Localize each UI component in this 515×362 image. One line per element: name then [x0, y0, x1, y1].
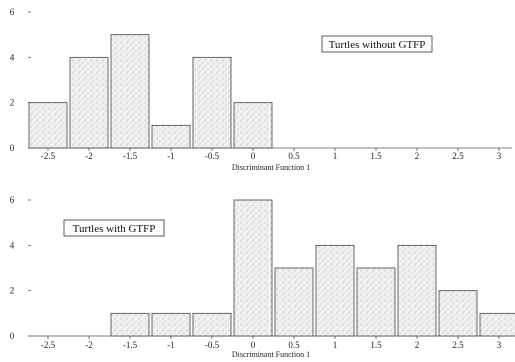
- x-axis-title: Discriminant Function 1: [232, 350, 310, 359]
- x-tick-label: 1.5: [370, 151, 382, 161]
- legend-label: Turtles with GTFP: [73, 223, 156, 235]
- x-tick-label: 1.5: [370, 340, 382, 350]
- x-tick-label: -1.5: [123, 340, 138, 350]
- bar: [479, 312, 515, 337]
- bar: [192, 56, 232, 149]
- legend-label: Turtles without GTFP: [329, 39, 426, 51]
- x-ticks: -2.5 -2 -1.5 -1 -0.5 0 0.5 1 1.5 2 2.5 3: [41, 336, 502, 350]
- legend: Turtles with GTFP: [63, 219, 165, 237]
- bar: [192, 312, 232, 337]
- bar: [233, 102, 273, 149]
- bar: [315, 244, 355, 337]
- bar: [438, 290, 478, 337]
- bar: [397, 244, 437, 337]
- chart-without-gtfp: 0 2 4 6 -2.5 -2 -1.5 -1 -0.5 0 0.5 1 1.5 2 2.5 3 Discr…: [10, 7, 512, 172]
- x-axis-title: Discriminant Function 1: [232, 163, 310, 172]
- x-tick-label: 1: [333, 151, 338, 161]
- bar: [151, 312, 191, 337]
- x-tick-label: 1: [333, 340, 338, 350]
- bar: [69, 56, 109, 149]
- x-tick-label: 0.5: [288, 340, 300, 350]
- y-ticks: 0 2 4 6: [10, 7, 31, 153]
- x-tick-label: 2: [415, 151, 420, 161]
- x-tick-label: 2.5: [452, 340, 464, 350]
- x-tick-label: -2: [85, 340, 93, 350]
- legend-box: [321, 35, 433, 53]
- bar: [151, 124, 191, 149]
- y-tick-label: 6: [10, 195, 15, 205]
- x-tick-label: -2.5: [41, 151, 56, 161]
- x-tick-label: -1: [167, 340, 175, 350]
- y-tick-label: 0: [10, 331, 15, 341]
- bars: [28, 34, 273, 149]
- x-tick-label: 3: [497, 340, 502, 350]
- x-ticks: -2.5 -2 -1.5 -1 -0.5 0 0.5 1 1.5 2 2.5 3: [41, 148, 502, 161]
- y-tick-label: 0: [10, 143, 15, 153]
- x-tick-label: -1: [167, 151, 175, 161]
- legend-box: [63, 219, 165, 237]
- x-tick-label: 3: [497, 151, 502, 161]
- bar: [110, 312, 150, 337]
- x-tick-label: 2.5: [452, 151, 464, 161]
- x-tick-label: -1.5: [123, 151, 138, 161]
- bar: [274, 267, 314, 337]
- x-tick-label: 2: [415, 340, 420, 350]
- bars: [110, 199, 515, 337]
- legend: Turtles without GTFP: [321, 35, 433, 53]
- chart-with-gtfp: 0 2 4 6 -2.5 -2 -1.5 -1 -0.5 0 0.5 1 1.5 2 2.5 3 Discr…: [10, 195, 515, 359]
- y-tick-label: 4: [10, 52, 15, 62]
- x-tick-label: 0: [251, 340, 256, 350]
- x-tick-label: -2: [85, 151, 93, 161]
- y-tick-label: 4: [10, 240, 15, 250]
- bar: [356, 267, 396, 337]
- y-tick-label: 2: [10, 286, 15, 296]
- bar: [28, 102, 68, 149]
- bar: [110, 34, 150, 149]
- x-tick-label: -0.5: [205, 340, 220, 350]
- x-tick-label: 0.5: [288, 151, 300, 161]
- x-tick-label: -2.5: [41, 340, 56, 350]
- y-tick-label: 2: [10, 98, 15, 108]
- x-tick-label: -0.5: [205, 151, 220, 161]
- x-tick-label: 0: [251, 151, 256, 161]
- bar: [233, 199, 273, 337]
- y-tick-label: 6: [10, 7, 15, 17]
- y-ticks: 0 2 4 6: [10, 195, 31, 341]
